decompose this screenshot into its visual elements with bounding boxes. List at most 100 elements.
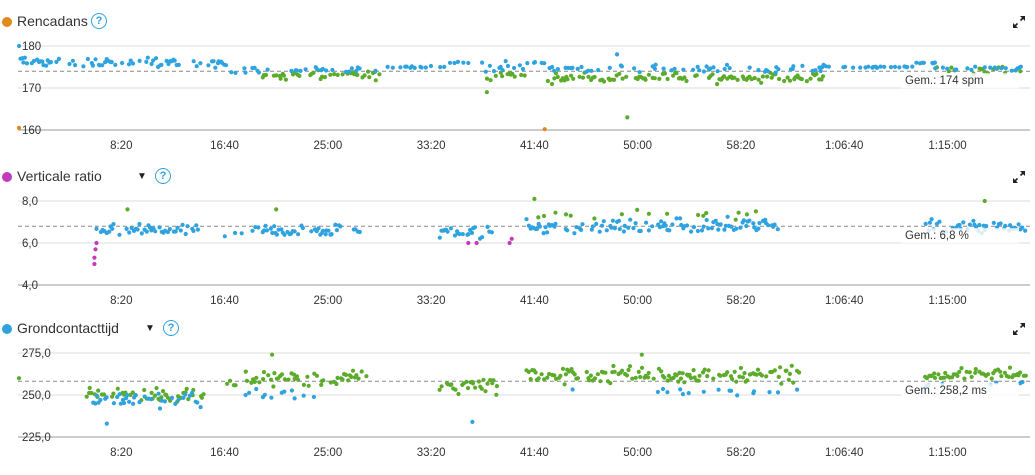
data-point <box>820 74 826 79</box>
data-point <box>624 74 629 79</box>
data-point <box>213 65 218 70</box>
data-point <box>892 64 898 69</box>
data-point <box>799 77 804 82</box>
data-point <box>314 67 320 72</box>
data-point <box>56 56 62 61</box>
data-point <box>575 66 580 71</box>
data-point <box>320 66 325 72</box>
data-point <box>507 240 512 246</box>
data-point <box>592 74 597 80</box>
expand-arrows-icon[interactable] <box>1012 15 1026 29</box>
data-point <box>87 385 92 391</box>
data-point <box>162 399 167 404</box>
data-point <box>756 77 761 82</box>
data-point <box>715 82 720 87</box>
data-point <box>286 377 291 382</box>
data-point <box>16 376 22 381</box>
y-tick-label: 4,0 <box>22 280 38 292</box>
data-point <box>320 228 325 233</box>
data-point <box>233 383 238 388</box>
data-point <box>48 60 54 65</box>
data-point <box>547 371 552 377</box>
data-point <box>646 370 651 376</box>
data-point <box>751 389 757 394</box>
data-point <box>324 68 329 73</box>
caret-down-icon[interactable]: ▼ <box>145 323 155 334</box>
data-point <box>349 66 354 71</box>
data-point <box>385 64 390 69</box>
data-point <box>598 379 603 384</box>
data-point <box>274 207 279 212</box>
caret-down-icon[interactable]: ▼ <box>137 171 147 182</box>
data-point <box>701 389 706 394</box>
chart-title[interactable]: Grondcontacttijd <box>17 320 119 336</box>
data-point <box>646 211 652 216</box>
data-point <box>722 66 727 72</box>
data-point <box>164 58 169 63</box>
data-point <box>326 228 331 233</box>
data-point <box>229 70 234 75</box>
question-circle-icon[interactable]: ? <box>155 168 171 184</box>
chart-panel-1: Verticale ratio ▼? 8,0 6,0 4,0 Gem.: 6,8 % 8:2… <box>0 167 1035 319</box>
data-point <box>610 218 616 223</box>
data-point <box>343 372 349 377</box>
expand-arrows-icon[interactable] <box>1012 170 1026 184</box>
data-point <box>262 392 267 397</box>
data-point <box>110 226 115 231</box>
data-point <box>543 225 548 230</box>
data-point <box>511 65 517 71</box>
question-circle-icon[interactable]: ? <box>91 13 107 29</box>
data-point <box>776 374 781 379</box>
data-point <box>967 370 972 375</box>
data-point <box>747 218 752 223</box>
data-point <box>228 378 233 383</box>
data-point <box>632 66 637 71</box>
data-point <box>92 255 97 260</box>
data-point <box>541 231 546 236</box>
data-point <box>500 74 505 79</box>
data-point <box>612 369 617 374</box>
data-point <box>243 70 248 75</box>
data-point <box>597 229 602 234</box>
data-point <box>206 63 211 68</box>
data-point <box>67 61 72 67</box>
data-point <box>614 52 620 57</box>
data-point <box>745 378 750 383</box>
data-point <box>653 62 658 67</box>
data-point <box>747 65 752 70</box>
data-point <box>680 392 686 397</box>
data-point <box>404 64 409 69</box>
data-point <box>949 65 954 70</box>
data-point <box>757 221 762 226</box>
data-point <box>775 227 780 232</box>
data-point <box>474 240 479 246</box>
x-tick-label: 16:40 <box>210 447 239 459</box>
data-point <box>186 397 191 402</box>
data-point <box>998 369 1003 374</box>
data-point <box>657 225 663 230</box>
data-point <box>702 367 707 372</box>
chart-title[interactable]: Verticale ratio <box>17 168 102 184</box>
data-point <box>955 373 960 378</box>
data-point <box>1020 379 1025 385</box>
data-point <box>650 224 655 229</box>
data-point <box>309 229 314 234</box>
data-point <box>635 207 640 212</box>
data-point <box>412 65 417 70</box>
question-circle-icon[interactable]: ? <box>163 320 179 336</box>
data-point <box>671 73 676 78</box>
data-point <box>222 234 227 239</box>
data-point <box>765 69 771 74</box>
data-point <box>24 61 29 66</box>
data-point <box>663 223 668 228</box>
data-point <box>448 226 453 231</box>
data-point <box>973 370 978 375</box>
x-tick-label: 33:20 <box>417 295 446 307</box>
data-point <box>520 66 526 72</box>
data-point <box>778 365 783 370</box>
expand-arrows-icon[interactable] <box>1012 322 1026 336</box>
data-point <box>695 228 701 234</box>
data-point <box>705 374 710 379</box>
data-point <box>977 222 982 228</box>
data-point <box>127 399 132 404</box>
